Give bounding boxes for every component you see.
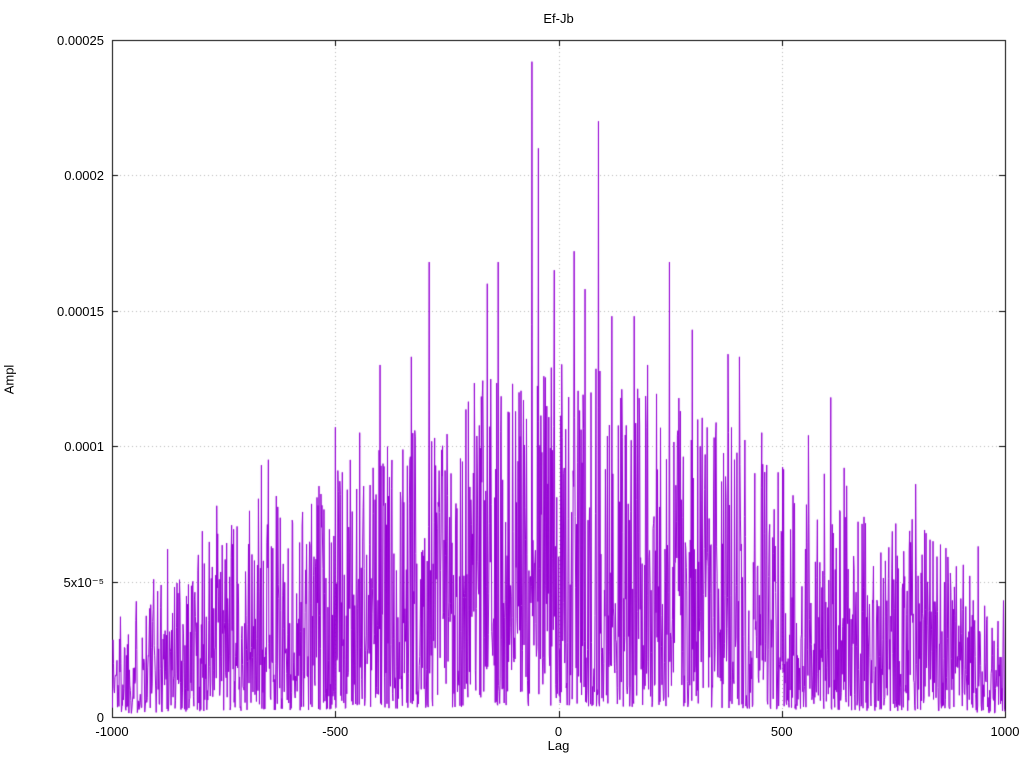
y-tick-label: 0.0001 — [64, 439, 104, 455]
y-axis-label: Ampl — [1, 364, 17, 395]
x-tick-label: 500 — [770, 724, 793, 739]
x-axis-label: Lag — [547, 738, 570, 753]
y-tick-label: 0.0002 — [64, 168, 104, 184]
y-tick-label: 0.00025 — [57, 33, 104, 48]
y-tick-label: 0 — [96, 710, 104, 725]
chart-title: Ef-Jb — [543, 11, 574, 26]
x-tick-label: 0 — [554, 724, 563, 739]
y-tick-label: 0.00015 — [57, 303, 104, 319]
x-tick-label: -1000 — [95, 724, 129, 739]
y-tick-label: 5x10⁻⁵ — [63, 574, 104, 590]
x-tick-label: -500 — [322, 724, 349, 739]
x-tick-label: 1000 — [990, 724, 1020, 739]
